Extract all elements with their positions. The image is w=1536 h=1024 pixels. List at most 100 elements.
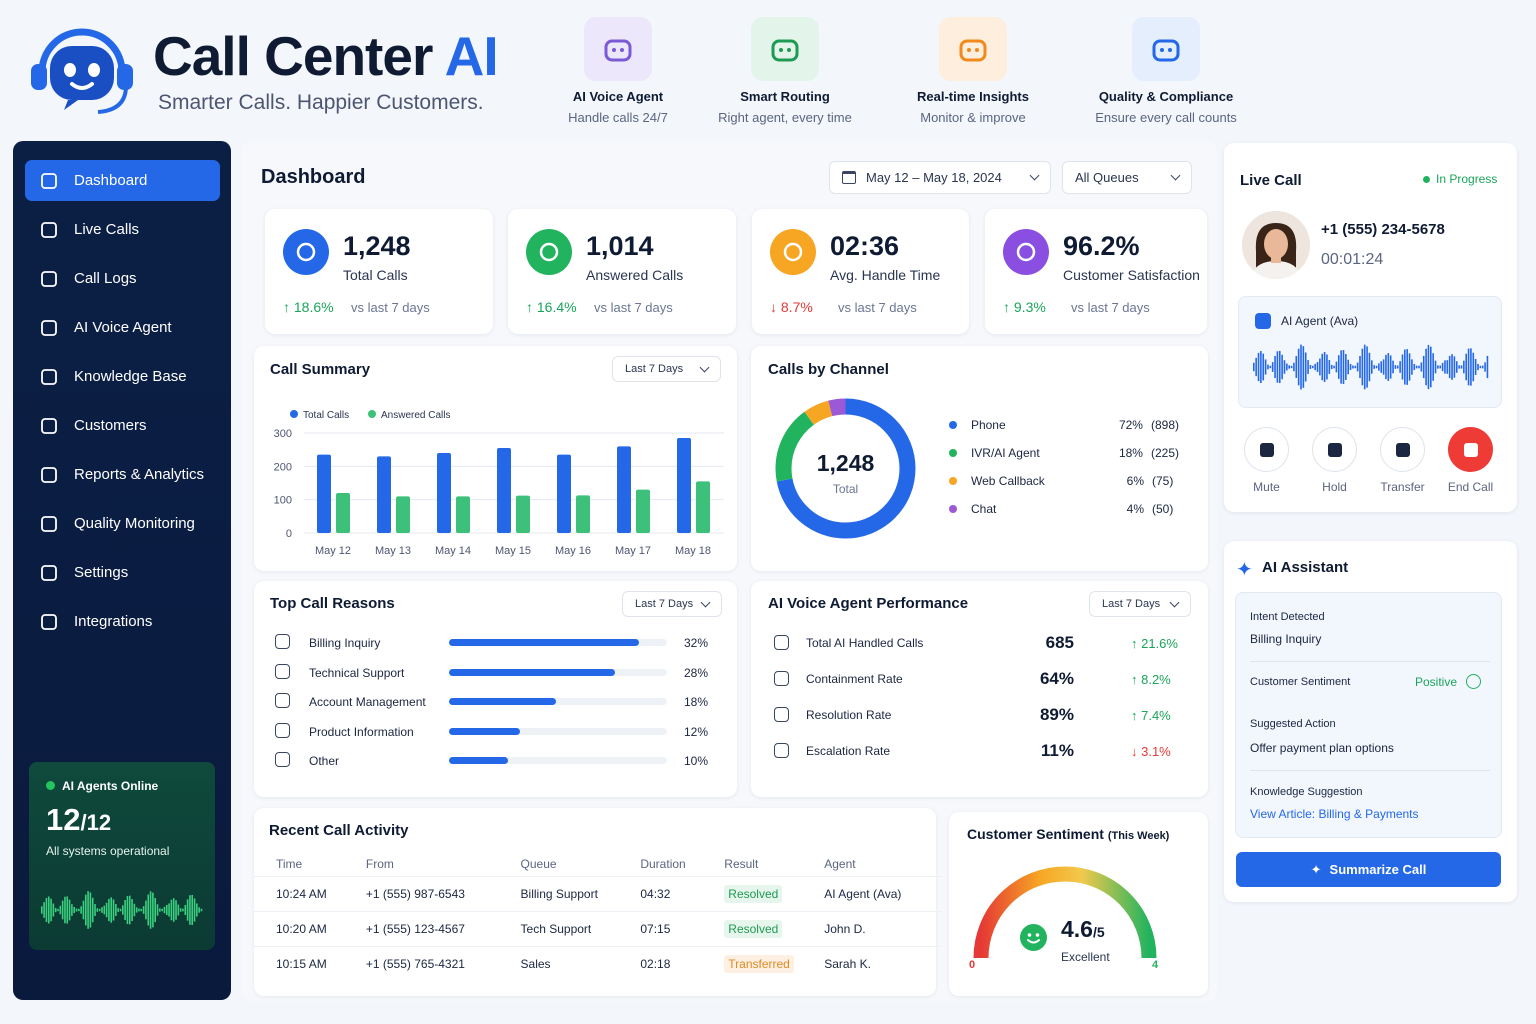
table-row[interactable]: 10:20 AM +1 (555) 123-4567 Tech Support 07:… [254, 910, 942, 946]
column-header: Agent [824, 856, 856, 871]
hangup-button[interactable] [1448, 427, 1493, 472]
audio-waveform-icon [1253, 344, 1489, 390]
sidebar-item-dashboard[interactable]: Dashboard [25, 160, 220, 201]
reason-label: Other [309, 754, 340, 768]
check-icon [774, 707, 789, 722]
reasons-range-select[interactable]: Last 7 Days [622, 591, 722, 617]
column-header: From [365, 856, 394, 871]
grid-icon [39, 612, 59, 632]
cell-agent: Sarah K. [802, 945, 942, 981]
calls-by-channel-card: Calls by Channel 1,248 Total Phone 72% (89… [751, 346, 1208, 571]
escalate-icon [774, 743, 789, 758]
sidebar-item-call-logs[interactable]: Call Logs [25, 258, 220, 299]
sparkle-icon: ✦ [1236, 559, 1253, 581]
gauge-arc [973, 866, 1157, 959]
sentiment-score: 4.6/5 [1061, 916, 1105, 942]
reason-label: Account Management [309, 695, 426, 709]
feature-title: AI Voice Agent [572, 89, 664, 104]
cell-result: Resolved [702, 875, 803, 911]
sidebar-item-label: Integrations [74, 613, 153, 630]
call-summary-title: Call Summary [270, 361, 371, 378]
cell-from: +1 (555) 765-4321 [343, 945, 499, 981]
sidebar-item-settings[interactable]: Settings [25, 552, 220, 593]
assistant-panel: Intent Detected Billing Inquiry Customer… [1235, 592, 1502, 838]
x-tick-label: May 17 [615, 545, 651, 557]
column-header: Duration [640, 856, 686, 871]
feature-subtitle: Monitor & improve [920, 110, 1026, 125]
agents-online-count: 12/12 [46, 802, 112, 837]
cell-duration: 02:18 [618, 945, 703, 981]
perf-title: AI Voice Agent Performance [768, 595, 969, 612]
smile-icon [1466, 674, 1482, 689]
chevron-down-icon [1169, 597, 1180, 607]
user-icon [39, 416, 59, 436]
column-header: Queue [520, 856, 557, 871]
caller-phone: +1 (555) 234-5678 [1321, 221, 1445, 238]
perf-change: ↓ 3.1% [1131, 744, 1171, 759]
sidebar-item-customers[interactable]: Customers [25, 405, 220, 446]
reason-track [449, 757, 667, 764]
gauge-min-label: 0 [969, 959, 976, 971]
divider [1250, 770, 1490, 771]
reason-bar [449, 639, 639, 646]
x-tick-label: May 12 [315, 545, 351, 557]
log-icon [39, 269, 59, 289]
donut-slice [775, 398, 916, 539]
table-row[interactable]: 10:24 AM +1 (555) 987-6543 Billing Support… [254, 875, 942, 911]
bill-icon [275, 634, 290, 649]
reason-pct: 28% [684, 665, 709, 680]
reason-bar [449, 668, 616, 676]
mic-button[interactable] [1244, 427, 1289, 472]
app-title-main: Call Center [153, 25, 433, 87]
kpi-label: Total Calls [343, 267, 408, 283]
kpi-card: 1,014 Answered Calls ↑ 16.4% vs last 7 days [508, 209, 736, 334]
cell-time: 10:20 AM [254, 910, 344, 946]
pause-button[interactable] [1312, 427, 1357, 472]
sidebar-item-quality-monitoring[interactable]: Quality Monitoring [25, 503, 220, 544]
transfer-button[interactable] [1380, 427, 1425, 472]
divider [1250, 661, 1490, 662]
control-label: Transfer [1380, 480, 1425, 494]
legend-dot [949, 477, 957, 485]
agent-name: AI Agent (Ava) [1281, 314, 1359, 328]
feature-title: Quality & Compliance [1098, 89, 1234, 104]
bar [336, 493, 350, 533]
page-title: Dashboard [261, 166, 366, 188]
date-range-select[interactable]: May 12 – May 18, 2024 [829, 161, 1051, 194]
perf-change: ↑ 7.4% [1131, 708, 1171, 723]
status-dot-icon [1423, 175, 1430, 183]
tool-icon [275, 663, 290, 679]
bar [456, 496, 470, 533]
summarize-call-button[interactable]: ✦ Summarize Call [1236, 852, 1501, 887]
kpi-compare: vs last 7 days [838, 300, 917, 315]
reason-pct: 32% [684, 636, 709, 650]
perf-change: ↑ 21.6% [1131, 636, 1178, 651]
kpi-change: ↑ 16.4% [526, 299, 577, 315]
queue-select[interactable]: All Queues [1062, 161, 1192, 194]
call-summary-range-select[interactable]: Last 7 Days [612, 356, 721, 382]
chat-icon [751, 17, 819, 81]
cell-agent: AI Agent (Ava) [802, 875, 942, 911]
ai-assistant-card: ✦ AI Assistant Intent Detected Billing I… [1224, 541, 1517, 902]
status-badge: Transferred [724, 954, 794, 973]
legend-dot [949, 421, 957, 429]
kpi-change: ↓ 8.7% [770, 299, 813, 315]
sidebar-item-live-calls[interactable]: Live Calls [25, 209, 220, 250]
perf-range-select[interactable]: Last 7 Days [1089, 591, 1191, 617]
cell-queue: Billing Support [498, 875, 619, 911]
sidebar-item-knowledge-base[interactable]: Knowledge Base [25, 356, 220, 397]
sentiment-title: Customer Sentiment (This Week) [967, 826, 1170, 842]
channel-title: Calls by Channel [768, 361, 889, 378]
cell-result: Transferred [702, 945, 803, 981]
kb-article-link[interactable]: View Article: Billing & Payments [1250, 807, 1419, 821]
sidebar-item-ai-voice-agent[interactable]: AI Voice Agent [25, 307, 220, 348]
feature-subtitle: Right agent, every time [718, 110, 852, 125]
phone-icon [39, 220, 59, 240]
bar [617, 446, 631, 533]
table-row[interactable]: 10:15 AM +1 (555) 765-4321 Sales 02:18 Trans… [254, 945, 942, 981]
call-status: In Progress [1423, 172, 1497, 186]
sidebar-item-reports-analytics[interactable]: Reports & Analytics [25, 454, 220, 495]
x-tick-label: May 14 [435, 545, 471, 557]
cell-queue: Tech Support [498, 910, 619, 946]
sidebar-item-integrations[interactable]: Integrations [25, 601, 220, 642]
